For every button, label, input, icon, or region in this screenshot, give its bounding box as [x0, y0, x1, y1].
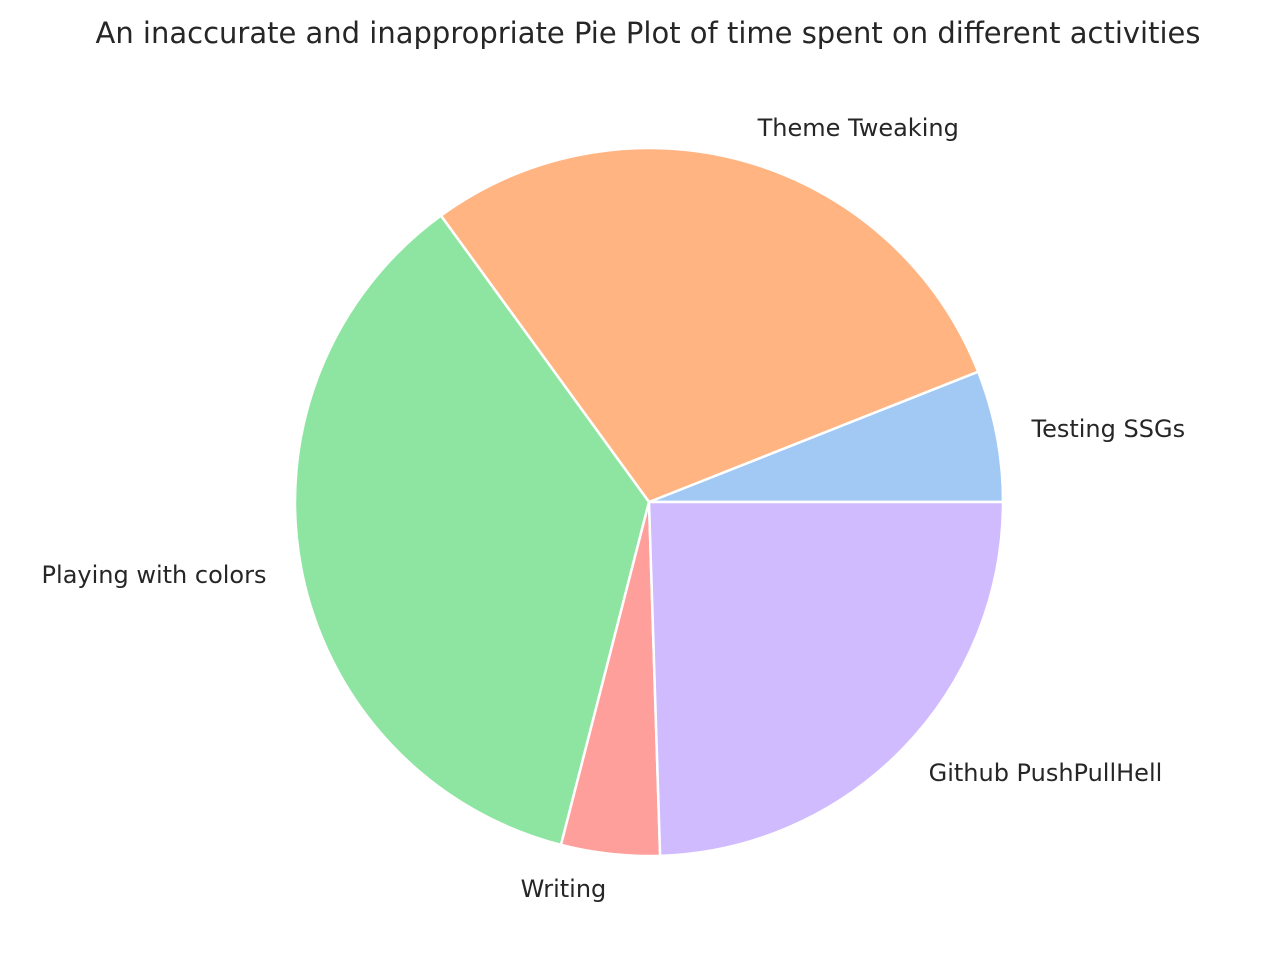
pie-label-4: Github PushPullHell — [929, 759, 1163, 787]
pie-slice-4 — [647, 500, 1005, 858]
pie-slice-2 — [293, 214, 651, 847]
pie-labels: Testing SSGs Theme Tweaking Playing with c… — [42, 114, 1186, 903]
pie-slices — [293, 146, 1005, 858]
pie-label-0: Testing SSGs — [1031, 415, 1186, 443]
pie-slice-1 — [439, 146, 980, 504]
pie-label-1: Theme Tweaking — [757, 114, 959, 142]
pie-slice-0 — [647, 370, 1005, 504]
chart-title: An inaccurate and inappropriate Pie Plot… — [95, 16, 1200, 50]
pie-label-2: Playing with colors — [42, 561, 267, 589]
pie-label-3: Writing — [521, 875, 607, 903]
